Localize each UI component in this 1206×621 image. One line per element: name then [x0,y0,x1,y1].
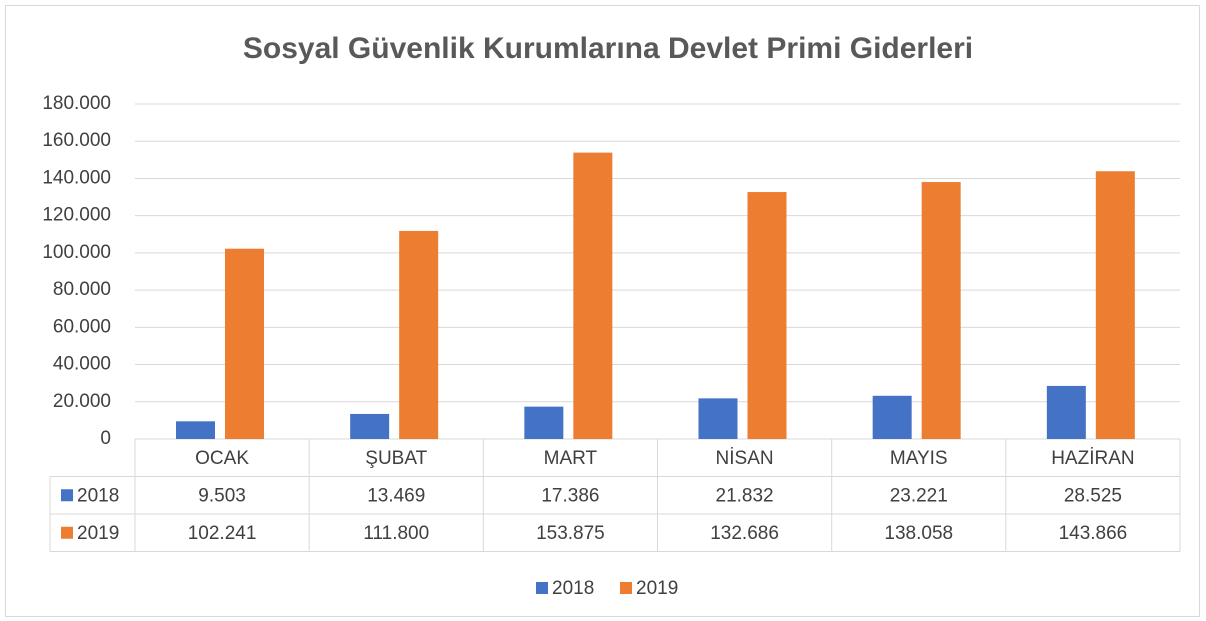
table-value: 21.832 [716,485,774,506]
table-value: 153.875 [536,523,605,544]
table-value: 132.686 [710,523,779,544]
y-tick-label: 0 [100,428,111,449]
bar [176,421,215,439]
table-series-label: 2018 [77,485,119,506]
bar [747,192,787,439]
y-tick-label: 160.000 [42,130,111,151]
bar [399,230,439,439]
bar [225,248,264,439]
table-value: 13.469 [367,485,425,506]
legend-swatch [536,582,548,594]
table-value: 138.058 [884,523,953,544]
table-legend-swatch [61,526,73,539]
bar [524,406,564,439]
bar [872,395,912,439]
table-value: 9.503 [198,485,246,506]
category-label: HAZİRAN [1051,448,1134,469]
y-tick-label: 20.000 [53,391,111,412]
y-tick-label: 120.000 [42,205,111,226]
table-legend-swatch [61,489,73,502]
y-tick-label: 40.000 [53,354,111,375]
legend-swatch [620,582,632,594]
table-value: 28.525 [1064,485,1122,506]
table-value: 111.800 [363,523,429,544]
category-label: NİSAN [716,448,774,469]
category-label: ŞUBAT [365,448,427,469]
bar [698,398,738,439]
table-value: 23.221 [890,485,948,506]
y-tick-label: 60.000 [53,316,111,337]
bar [1046,385,1086,439]
y-tick-label: 100.000 [42,242,111,263]
table-value: 102.241 [188,523,257,544]
bar [921,182,961,439]
legend-label: 2019 [636,578,678,599]
y-tick-label: 80.000 [53,279,111,300]
table-series-label: 2019 [77,523,119,544]
y-tick-label: 180.000 [42,93,111,114]
table-value: 143.866 [1059,523,1128,544]
y-tick-label: 140.000 [42,167,111,188]
bar [1095,171,1135,439]
category-label: OCAK [195,448,249,469]
table-value: 17.386 [541,485,599,506]
bar [350,413,390,439]
chart-title: Sosyal Güvenlik Kurumlarına Devlet Primi… [243,32,973,65]
legend-label: 2018 [552,578,594,599]
category-label: MART [544,448,598,469]
category-label: MAYIS [890,448,948,469]
bar [573,152,613,439]
